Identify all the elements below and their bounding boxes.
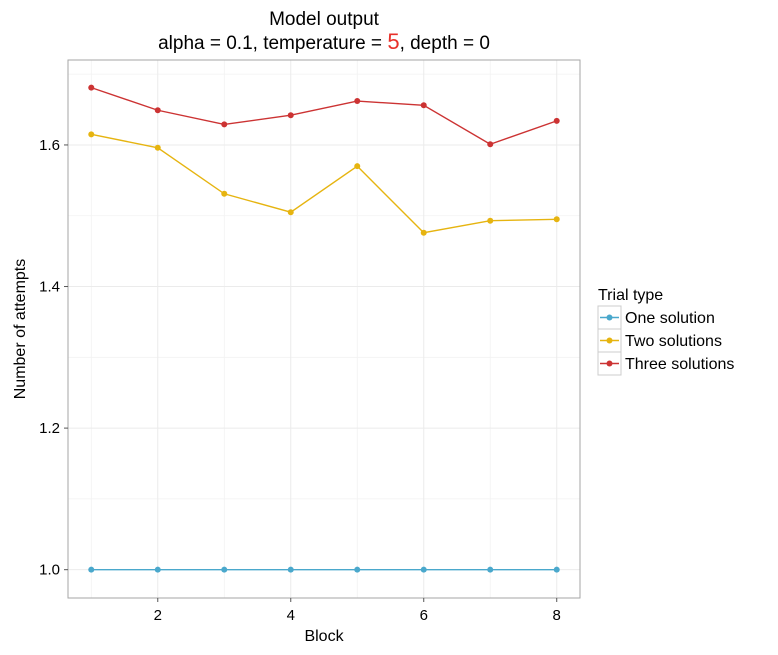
data-point-s3-3 <box>221 121 228 128</box>
subtitle-suffix: , depth = 0 <box>400 33 490 54</box>
data-point-s2-1 <box>88 131 95 138</box>
legend-key-point <box>606 337 613 344</box>
data-point-s3-8 <box>553 117 560 124</box>
data-point-s2-5 <box>354 163 361 170</box>
data-point-s2-8 <box>553 216 560 223</box>
data-point-s1-1 <box>88 566 95 573</box>
legend-item-label: Two solutions <box>625 333 722 350</box>
plot-border <box>67 59 581 599</box>
subtitle-highlight: 5 <box>387 29 399 54</box>
legend: Trial type One solution Two solutions Three… <box>597 287 734 376</box>
legend-title: Trial type <box>598 287 663 304</box>
data-point-s2-6 <box>420 229 427 236</box>
data-point-s2-3 <box>221 190 228 197</box>
chart-title: Model output <box>269 9 380 30</box>
data-point-s3-2 <box>154 107 161 114</box>
chart-title-group: Model output alpha = 0.1, temperature = … <box>158 9 490 54</box>
y-tick-label: 1.2 <box>39 420 60 437</box>
data-point-s1-7 <box>487 566 494 573</box>
x-tick-label: 2 <box>154 607 162 624</box>
legend-key-point <box>606 314 613 321</box>
data-point-s3-7 <box>487 141 494 148</box>
x-tick-label: 6 <box>420 607 428 624</box>
data-point-s3-1 <box>88 84 95 91</box>
y-axis-title: Number of attempts <box>12 259 29 400</box>
data-point-s2-4 <box>287 209 294 216</box>
data-point-s3-6 <box>420 102 427 109</box>
series-line-3 <box>91 86 557 146</box>
chart-subtitle: alpha = 0.1, temperature = 5, depth = 0 <box>158 29 490 54</box>
legend-key-point <box>606 360 613 367</box>
data-point-s2-2 <box>154 144 161 151</box>
x-axis-title: Block <box>304 628 344 645</box>
data-point-s2-7 <box>487 217 494 224</box>
y-tick-label: 1.4 <box>39 279 60 296</box>
data-point-s1-4 <box>287 566 294 573</box>
data-point-s1-8 <box>553 566 560 573</box>
data-point-s1-5 <box>354 566 361 573</box>
data-point-s3-4 <box>287 112 294 119</box>
series-line-2 <box>91 133 557 234</box>
data-point-s3-5 <box>354 98 361 105</box>
plot-background <box>68 60 580 598</box>
data-point-s1-2 <box>154 566 161 573</box>
y-tick-label: 1.0 <box>39 562 60 579</box>
y-tick-label: 1.6 <box>39 137 60 154</box>
legend-item-label: Three solutions <box>625 356 734 373</box>
subtitle-prefix: alpha = 0.1, temperature = <box>158 33 387 54</box>
plot-area: 1.0 1.2 1.4 1.6 2 4 6 8 Block Number of attempts <box>12 59 581 645</box>
data-point-s1-6 <box>420 566 427 573</box>
legend-item-label: One solution <box>625 310 715 327</box>
x-tick-label: 8 <box>553 607 561 624</box>
data-point-s1-3 <box>221 566 228 573</box>
x-tick-label: 4 <box>287 607 295 624</box>
